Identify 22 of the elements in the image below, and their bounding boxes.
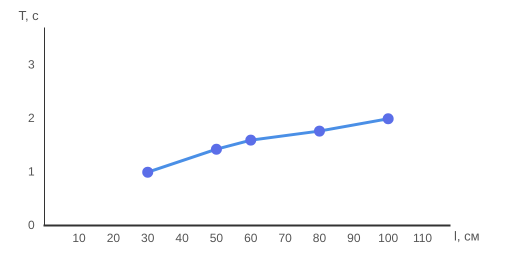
point: [314, 126, 325, 137]
y-tick-label: 1: [28, 164, 35, 179]
x-tick-label: 20: [106, 231, 120, 246]
x-tick-label: 50: [210, 231, 224, 246]
x-tick-label: 110: [412, 231, 432, 246]
x-axis-title: l, см: [454, 228, 480, 244]
y-tick-label: 3: [28, 58, 35, 72]
x-tick-label: 100: [378, 231, 399, 246]
x-tick-label: 60: [244, 231, 258, 246]
x-tick-label: 80: [312, 231, 326, 246]
point: [245, 134, 256, 146]
x-tick-label: 30: [141, 231, 155, 246]
point: [382, 113, 394, 124]
x-tick-label: 40: [175, 231, 190, 246]
y-tick-label: 2: [28, 111, 35, 126]
x-tick-label: 70: [278, 231, 292, 246]
x-tick-label: 10: [72, 231, 86, 246]
point: [210, 144, 222, 155]
y-axis-title: T, с: [18, 8, 40, 24]
point: [142, 166, 154, 178]
y-tick-label: 0: [28, 218, 35, 232]
x-tick-label: 90: [347, 231, 361, 246]
